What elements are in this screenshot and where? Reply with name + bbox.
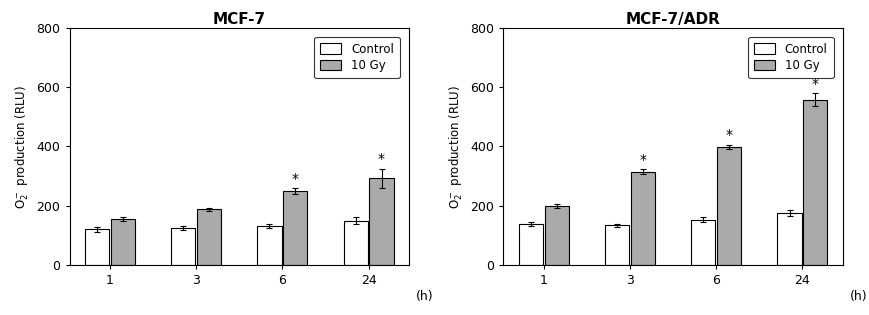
Text: *: * <box>726 128 733 142</box>
Bar <box>283 191 308 265</box>
Bar <box>631 172 655 265</box>
Bar <box>111 219 135 265</box>
Bar <box>369 178 394 265</box>
Text: *: * <box>378 152 385 166</box>
Bar <box>257 226 282 265</box>
Title: MCF-7/ADR: MCF-7/ADR <box>626 12 720 27</box>
Bar <box>803 100 827 265</box>
Text: *: * <box>640 152 647 167</box>
Y-axis label: $\mathrm{O_2^-}$ production (RLU): $\mathrm{O_2^-}$ production (RLU) <box>448 84 465 209</box>
Text: (h): (h) <box>416 289 434 303</box>
Bar <box>197 209 222 265</box>
Text: *: * <box>292 172 299 186</box>
Bar <box>171 228 196 265</box>
Text: *: * <box>812 77 819 91</box>
Legend: Control, 10 Gy: Control, 10 Gy <box>315 37 400 78</box>
Text: (h): (h) <box>850 289 867 303</box>
Title: MCF-7: MCF-7 <box>213 12 266 27</box>
Y-axis label: $\mathrm{O_2^-}$ production (RLU): $\mathrm{O_2^-}$ production (RLU) <box>13 84 31 209</box>
Bar <box>85 229 109 265</box>
Bar <box>691 220 715 265</box>
Bar <box>545 206 569 265</box>
Bar <box>778 213 801 265</box>
Bar <box>717 147 741 265</box>
Bar <box>605 225 629 265</box>
Bar <box>343 221 368 265</box>
Legend: Control, 10 Gy: Control, 10 Gy <box>748 37 833 78</box>
Bar <box>519 224 543 265</box>
